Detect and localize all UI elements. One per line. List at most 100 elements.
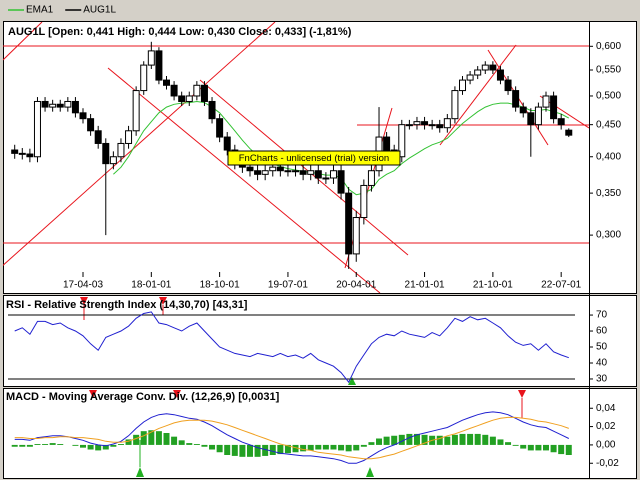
candle-body: [314, 170, 322, 179]
candle-body: [527, 112, 535, 126]
histogram-bar: [140, 431, 147, 445]
histogram-bar: [345, 444, 352, 452]
histogram-bar: [360, 444, 367, 447]
legend-label: AUG1L: [83, 5, 116, 16]
macd-line: [14, 416, 569, 460]
trend-line: [3, 22, 276, 266]
candle-body: [496, 69, 504, 81]
candle-body: [398, 124, 406, 158]
histogram-bar: [42, 444, 49, 445]
histogram-bar: [231, 444, 238, 456]
histogram-bar: [201, 444, 208, 447]
candle-body: [208, 100, 216, 120]
histogram-bar: [322, 444, 329, 450]
histogram-bar: [474, 433, 481, 445]
histogram-bar: [26, 444, 33, 447]
candle-body: [276, 166, 284, 172]
histogram-bar: [117, 444, 124, 445]
y-tick-label: 0,550: [596, 65, 621, 76]
candle-body: [383, 136, 391, 151]
histogram-bar: [459, 433, 466, 445]
macd-title: MACD - Moving Average Conv. Div. (12,26,…: [6, 391, 280, 403]
histogram-bar: [558, 444, 565, 455]
candle-body: [193, 84, 201, 97]
candle-body: [550, 95, 558, 120]
candle-body: [132, 90, 140, 132]
candle-body: [261, 170, 269, 175]
macd-panel: [3, 388, 637, 479]
watermark: FnCharts - unlicensed (trial) version: [239, 153, 389, 164]
histogram-bar: [254, 444, 261, 457]
x-tick-label: 17-04-03: [63, 280, 103, 291]
candle-body: [436, 124, 444, 129]
sell-marker: [159, 297, 167, 305]
histogram-bar: [110, 444, 117, 447]
x-tick-label: 22-07-01: [541, 280, 581, 291]
histogram-bar: [95, 444, 102, 451]
histogram-bar: [489, 436, 496, 445]
rsi-line: [14, 311, 569, 384]
y-tick-label: 70: [596, 310, 608, 321]
candle-body: [542, 95, 550, 108]
candle-body: [163, 79, 170, 86]
candle-body: [94, 130, 102, 144]
candle-body: [565, 129, 573, 136]
macd-line: [14, 411, 570, 464]
candle-body: [147, 50, 155, 66]
candle-body: [102, 142, 110, 165]
histogram-bar: [178, 440, 185, 445]
y-tick-label: 0,450: [596, 119, 621, 130]
histogram-bar: [565, 444, 572, 455]
candle-body: [428, 124, 436, 127]
histogram-bar: [467, 433, 474, 445]
histogram-bar: [224, 444, 231, 455]
y-tick-label: 0,600: [596, 41, 621, 52]
rsi-panel: [3, 295, 637, 387]
candle-body: [41, 100, 49, 108]
sell-marker: [173, 390, 181, 398]
candle-body: [185, 95, 193, 102]
candle-body: [246, 166, 254, 172]
candle-body: [367, 170, 375, 186]
candle-body: [11, 149, 19, 154]
histogram-bar: [72, 444, 79, 446]
histogram-bar: [216, 444, 223, 453]
candle-body: [451, 90, 459, 120]
histogram-bar: [315, 444, 322, 450]
candle-body: [71, 100, 79, 114]
histogram-bar: [520, 444, 527, 449]
candle-body: [155, 50, 163, 81]
histogram-bar: [246, 444, 253, 457]
histogram-bar: [550, 444, 557, 453]
candle-body: [481, 64, 489, 71]
candle-body: [329, 170, 337, 179]
histogram-bar: [171, 436, 178, 445]
trend-line: [3, 22, 43, 61]
histogram-bar: [330, 444, 337, 450]
x-tick-label: 20-04-01: [336, 280, 376, 291]
y-tick-label: 0,400: [596, 151, 621, 162]
sell-marker: [80, 297, 88, 305]
histogram-bar: [543, 444, 549, 451]
y-tick-label: 0,300: [596, 230, 621, 241]
histogram-bar: [34, 444, 41, 445]
legend-label: EMA1: [26, 5, 54, 16]
histogram-bar: [436, 435, 443, 445]
x-tick-label: 21-10-01: [473, 280, 513, 291]
chart-title: AUG1L [Open: 0,441 High: 0,444 Low: 0,43…: [8, 26, 352, 38]
histogram-bar: [284, 444, 291, 454]
y-tick-label: 60: [596, 326, 608, 337]
y-tick-label: 30: [596, 374, 608, 385]
candle-body: [178, 95, 186, 102]
histogram-bar: [391, 435, 398, 445]
histogram-bar: [307, 444, 314, 451]
histogram-bar: [155, 431, 162, 445]
candle-body: [519, 106, 527, 114]
y-tick-label: 0,00: [596, 440, 616, 451]
candle-body: [352, 217, 360, 255]
histogram-bar: [451, 434, 458, 445]
histogram-bar: [19, 444, 26, 447]
candle-body: [140, 64, 148, 92]
candle-body: [443, 118, 451, 129]
y-tick-label: 0,500: [596, 91, 621, 102]
